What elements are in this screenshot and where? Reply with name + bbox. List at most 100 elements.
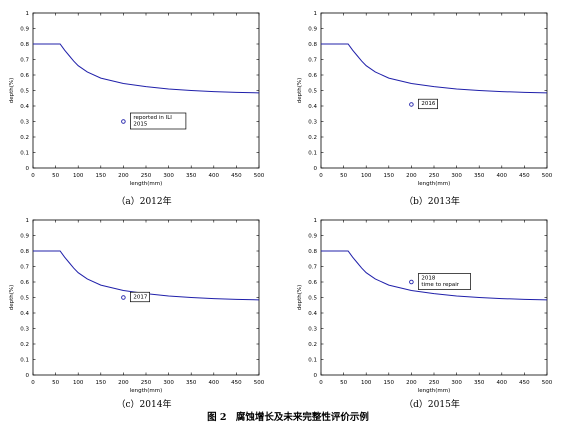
y-axis-label: depth(%): [9, 78, 15, 104]
annotation-box: [130, 291, 150, 303]
y-tick-label: 0.8: [308, 42, 317, 48]
y-axis-label: depth(%): [9, 285, 15, 311]
x-tick-label: 500: [254, 380, 265, 386]
y-tick-label: 0.1: [20, 151, 29, 157]
defect-point: [409, 279, 414, 285]
y-tick-label: 0.9: [308, 234, 317, 240]
y-tick-label: 0.8: [20, 42, 29, 48]
x-axis-label: length(mm): [130, 388, 163, 394]
annotation-text: 2017: [133, 294, 147, 300]
chart-panel-d: 0 50 100 150 200 250 300 350 400 450 500 0 0.1 0.2 0.3…: [288, 207, 576, 417]
annotation-box: [418, 98, 438, 110]
corrosion-growth-line: [321, 43, 548, 94]
chart-panel-a: 0 50 100 150 200 250 300 350 400 450 500 0 0.1 0.2 0.3…: [0, 0, 288, 210]
annotation-text: reported in ILI: [133, 115, 172, 121]
y-tick-label: 0.5: [20, 89, 29, 95]
defect-point: [121, 119, 126, 124]
annotation-text: time to repair: [421, 282, 459, 288]
x-axis-label: length(mm): [418, 181, 451, 187]
chart-a: 0 50 100 150 200 250 300 350 400 450 500 0 0.1 0.2 0.3…: [9, 11, 265, 187]
y-tick-label: 0.2: [20, 135, 29, 141]
y-tick-label: 0: [314, 373, 318, 379]
x-tick-label: 350: [186, 173, 197, 179]
y-tick-label: 0.3: [308, 327, 317, 333]
x-tick-label: 400: [209, 380, 220, 386]
chart-caption-a: （a）2012年: [116, 197, 172, 207]
plot-frame: [320, 219, 548, 376]
y-tick-label: 0.9: [20, 27, 29, 33]
x-tick-label: 250: [141, 173, 152, 179]
x-tick-label: 50: [52, 173, 59, 179]
y-tick-label: 0.9: [308, 27, 317, 33]
x-tick-label: 500: [542, 380, 553, 386]
x-tick-label: 100: [73, 380, 84, 386]
x-tick-label: 250: [429, 380, 440, 386]
y-tick-label: 0.6: [308, 73, 317, 79]
x-tick-label: 300: [163, 380, 174, 386]
chart-caption-b: （b）2013年: [404, 197, 460, 207]
x-tick-label: 350: [474, 380, 485, 386]
y-tick-label: 0.2: [308, 342, 317, 348]
x-tick-label: 100: [73, 173, 84, 179]
y-tick-label: 0.2: [20, 342, 29, 348]
defect-point: [409, 102, 414, 107]
x-tick-label: 0: [319, 380, 323, 386]
annotation-text: 2016: [421, 101, 435, 107]
y-tick-label: 1: [26, 11, 30, 17]
y-tick-label: 0.6: [20, 280, 29, 286]
x-tick-label: 400: [497, 380, 508, 386]
y-tick-label: 1: [314, 11, 318, 17]
chart-caption-c: （c）2014年: [116, 400, 172, 410]
x-tick-label: 450: [231, 380, 242, 386]
y-tick-label: 0.4: [308, 104, 317, 110]
x-tick-label: 200: [406, 173, 417, 179]
x-tick-label: 350: [474, 173, 485, 179]
corrosion-growth-line: [321, 250, 548, 301]
x-tick-label: 450: [519, 380, 530, 386]
y-tick-label: 0.9: [20, 234, 29, 240]
x-tick-label: 50: [340, 380, 347, 386]
chart-b: 0 50 100 150 200 250 300 350 400 450 500 0 0.1 0.2 0.3…: [297, 11, 553, 187]
y-tick-label: 0.3: [308, 120, 317, 126]
x-tick-label: 400: [209, 173, 220, 179]
chart-panel-c: 0 50 100 150 200 250 300 350 400 450 500 0 0.1 0.2 0.3…: [0, 207, 288, 417]
x-tick-label: 0: [319, 173, 323, 179]
y-tick-label: 0: [26, 373, 30, 379]
y-tick-label: 0.1: [20, 358, 29, 364]
x-tick-label: 300: [163, 173, 174, 179]
corrosion-growth-line: [33, 250, 260, 301]
y-tick-label: 0.5: [308, 89, 317, 95]
defect-point: [121, 295, 126, 300]
chart-d: 0 50 100 150 200 250 300 350 400 450 500 0 0.1 0.2 0.3…: [297, 218, 553, 394]
plot-frame: [32, 12, 260, 169]
figure-number: 图 2: [207, 412, 227, 423]
y-tick-label: 0.4: [20, 104, 29, 110]
x-tick-label: 150: [384, 380, 395, 386]
x-tick-label: 150: [384, 173, 395, 179]
y-axis-label: depth(%): [297, 285, 303, 311]
x-tick-label: 450: [519, 173, 530, 179]
y-axis-label: depth(%): [297, 78, 303, 104]
chart-c: 0 50 100 150 200 250 300 350 400 450 500 0 0.1 0.2 0.3…: [9, 218, 265, 394]
x-tick-label: 150: [96, 173, 107, 179]
x-tick-label: 450: [231, 173, 242, 179]
x-tick-label: 0: [31, 380, 35, 386]
x-tick-label: 50: [52, 380, 59, 386]
y-tick-label: 1: [26, 218, 30, 224]
y-tick-label: 0.7: [20, 265, 29, 271]
figure-title: 腐蚀增长及未来完整性评价示例: [235, 412, 369, 423]
y-tick-label: 0.8: [308, 249, 317, 255]
y-tick-label: 0.5: [20, 296, 29, 302]
annotation-text: 2018: [421, 276, 435, 282]
y-tick-label: 0.2: [308, 135, 317, 141]
x-tick-label: 100: [361, 380, 372, 386]
y-tick-label: 0.7: [20, 58, 29, 64]
y-tick-label: 0.1: [308, 358, 317, 364]
x-tick-label: 300: [451, 173, 462, 179]
x-tick-label: 150: [96, 380, 107, 386]
x-tick-label: 400: [497, 173, 508, 179]
x-tick-label: 200: [118, 380, 129, 386]
x-tick-label: 200: [118, 173, 129, 179]
y-tick-label: 0: [26, 166, 30, 172]
x-tick-label: 200: [406, 380, 417, 386]
